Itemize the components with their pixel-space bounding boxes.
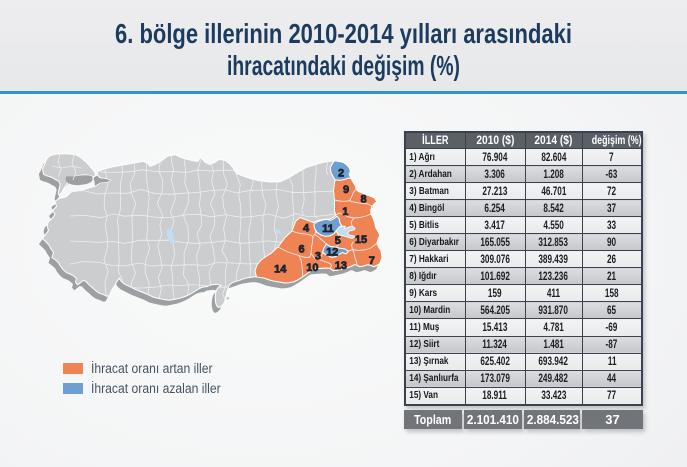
svg-text:1: 1	[342, 206, 348, 218]
svg-text:10: 10	[306, 262, 318, 274]
svg-text:11: 11	[322, 223, 334, 235]
svg-text:6: 6	[298, 244, 304, 256]
svg-text:5: 5	[335, 235, 341, 247]
svg-text:15: 15	[355, 234, 367, 246]
svg-text:7: 7	[369, 255, 375, 267]
svg-text:4: 4	[303, 223, 310, 235]
svg-text:9: 9	[343, 184, 349, 196]
svg-text:13: 13	[335, 260, 347, 272]
svg-text:2: 2	[338, 168, 344, 180]
svg-text:14: 14	[274, 264, 287, 276]
svg-text:12: 12	[326, 246, 338, 258]
svg-text:8: 8	[360, 194, 366, 206]
svg-text:3: 3	[315, 251, 321, 263]
